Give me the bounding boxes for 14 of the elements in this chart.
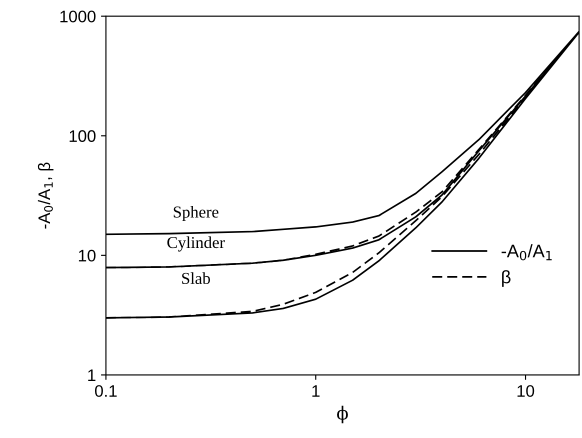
annotation: Cylinder [167, 236, 225, 252]
y-tick-label: 10 [78, 250, 96, 262]
x-tick-label: 10 [518, 385, 534, 397]
annotation: Sphere [174, 206, 218, 222]
y-tick-label: 1 [88, 370, 96, 381]
x-axis-title: ϕ [337, 406, 348, 424]
y-axis-title: -A$_{0}$/A$_{1}$, β [38, 162, 54, 229]
legend-label: -A$_{0}$/A$_{1}$ [502, 244, 552, 260]
x-tick-label: 0.1 [94, 385, 117, 397]
x-tick-label: 1 [312, 385, 320, 397]
annotation: Slab [182, 272, 210, 284]
legend-label: β [502, 270, 511, 287]
y-tick-label: 1000 [60, 10, 96, 22]
y-tick-label: 100 [70, 130, 96, 142]
